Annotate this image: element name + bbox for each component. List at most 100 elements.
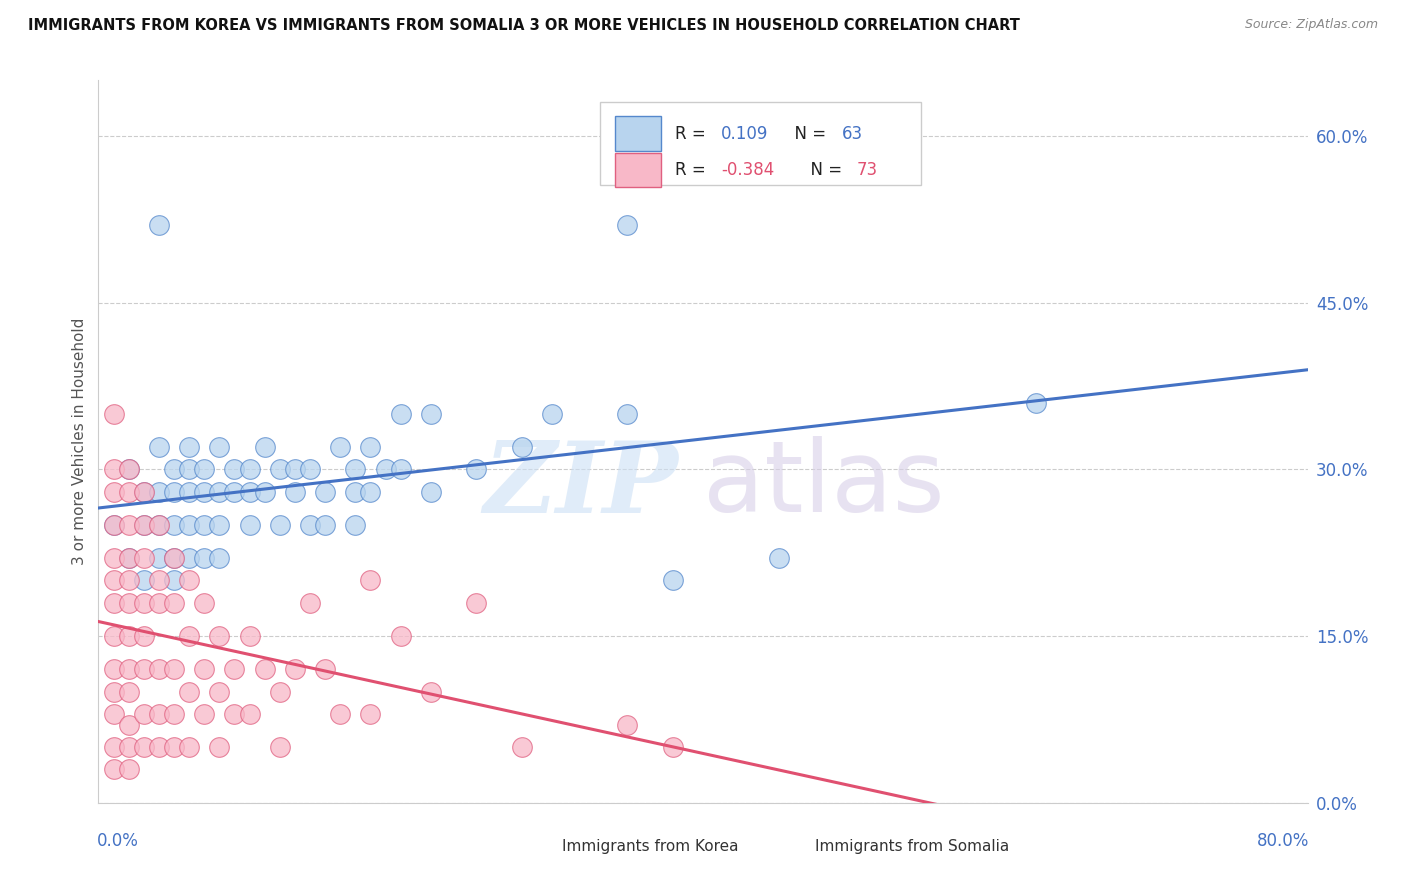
Point xyxy=(163,484,186,499)
Point xyxy=(239,484,262,499)
FancyBboxPatch shape xyxy=(614,153,661,187)
Point xyxy=(239,706,262,721)
Point xyxy=(103,484,125,499)
Point xyxy=(239,517,262,532)
FancyBboxPatch shape xyxy=(527,833,554,858)
Point xyxy=(163,551,186,566)
Text: 80.0%: 80.0% xyxy=(1257,831,1309,850)
Y-axis label: 3 or more Vehicles in Household: 3 or more Vehicles in Household xyxy=(72,318,87,566)
Point xyxy=(616,718,638,732)
Point xyxy=(344,462,367,476)
Point xyxy=(163,740,186,755)
Point xyxy=(118,629,141,643)
Point xyxy=(132,574,155,588)
Point xyxy=(148,517,170,532)
Point xyxy=(132,596,155,610)
Point xyxy=(208,629,231,643)
Point xyxy=(163,551,186,566)
Point xyxy=(360,574,382,588)
Point xyxy=(299,462,322,476)
Point xyxy=(103,629,125,643)
Point xyxy=(239,629,262,643)
Text: Immigrants from Somalia: Immigrants from Somalia xyxy=(815,838,1010,854)
Point xyxy=(103,517,125,532)
Point xyxy=(118,462,141,476)
Point xyxy=(465,596,488,610)
Point xyxy=(132,484,155,499)
Point xyxy=(616,407,638,421)
Point xyxy=(163,574,186,588)
Point xyxy=(179,484,201,499)
Point xyxy=(118,684,141,698)
Point xyxy=(132,740,155,755)
Point xyxy=(193,484,215,499)
Point xyxy=(239,462,262,476)
Point xyxy=(118,551,141,566)
Point xyxy=(389,629,412,643)
Point xyxy=(193,517,215,532)
Point xyxy=(420,484,443,499)
Point xyxy=(269,462,291,476)
Point xyxy=(179,740,201,755)
Text: R =: R = xyxy=(675,161,711,179)
Point xyxy=(118,517,141,532)
Point xyxy=(103,740,125,755)
Point xyxy=(118,718,141,732)
Point xyxy=(269,684,291,698)
Text: 73: 73 xyxy=(856,161,877,179)
Point xyxy=(132,517,155,532)
Point xyxy=(103,596,125,610)
Point xyxy=(193,551,215,566)
Point xyxy=(148,517,170,532)
Point xyxy=(132,551,155,566)
Point xyxy=(510,740,533,755)
Point xyxy=(118,574,141,588)
Point xyxy=(118,596,141,610)
Point xyxy=(103,763,125,777)
Point xyxy=(344,484,367,499)
Point xyxy=(118,740,141,755)
Point xyxy=(329,440,352,454)
Text: atlas: atlas xyxy=(703,436,945,533)
Point xyxy=(103,517,125,532)
Point xyxy=(253,484,276,499)
Point xyxy=(208,440,231,454)
Text: N =: N = xyxy=(800,161,846,179)
Point xyxy=(132,517,155,532)
Text: N =: N = xyxy=(785,125,831,143)
Point xyxy=(389,462,412,476)
Point xyxy=(465,462,488,476)
Point xyxy=(103,706,125,721)
Point xyxy=(193,706,215,721)
Point xyxy=(179,440,201,454)
Point xyxy=(179,574,201,588)
Point xyxy=(284,662,307,676)
Point xyxy=(208,517,231,532)
Text: R =: R = xyxy=(675,125,711,143)
Point xyxy=(179,551,201,566)
Point xyxy=(360,706,382,721)
Point xyxy=(132,662,155,676)
Point xyxy=(148,574,170,588)
Text: 63: 63 xyxy=(842,125,863,143)
Point xyxy=(540,407,562,421)
Point xyxy=(103,462,125,476)
Point xyxy=(179,684,201,698)
Point xyxy=(360,484,382,499)
Point xyxy=(661,740,683,755)
Point xyxy=(148,596,170,610)
Point xyxy=(148,218,170,232)
Text: 0.0%: 0.0% xyxy=(97,831,139,850)
Point xyxy=(253,662,276,676)
Text: Source: ZipAtlas.com: Source: ZipAtlas.com xyxy=(1244,18,1378,31)
Point xyxy=(132,629,155,643)
Point xyxy=(208,551,231,566)
Point xyxy=(208,740,231,755)
Point xyxy=(118,763,141,777)
Point xyxy=(132,706,155,721)
Point xyxy=(224,484,246,499)
FancyBboxPatch shape xyxy=(614,116,661,151)
Point xyxy=(148,551,170,566)
Point xyxy=(148,662,170,676)
Point xyxy=(420,684,443,698)
